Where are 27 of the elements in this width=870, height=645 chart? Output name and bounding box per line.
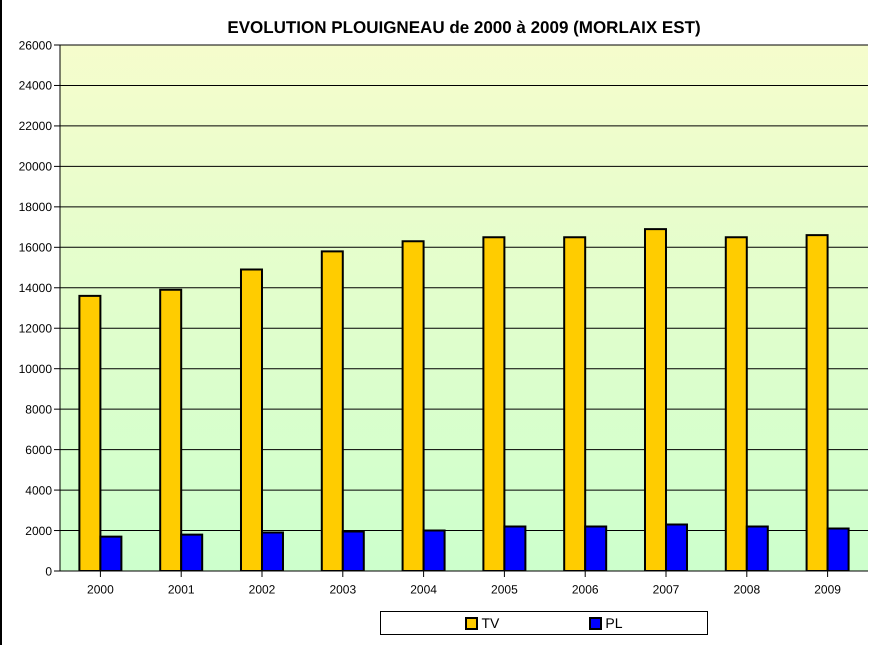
x-tick-label: 2007 <box>652 582 680 597</box>
x-tick-label: 2006 <box>572 582 599 597</box>
y-tick-label: 14000 <box>18 281 52 296</box>
y-tick-label: 24000 <box>18 78 52 93</box>
x-tick-label: 2004 <box>410 582 438 597</box>
y-tick-label: 18000 <box>18 200 52 214</box>
y-tick-label: 2000 <box>25 524 52 538</box>
y-tick-label: 26000 <box>18 38 52 52</box>
legend-label: TV <box>481 615 500 631</box>
y-tick-label: 4000 <box>25 483 52 498</box>
y-tick-label: 8000 <box>25 402 52 416</box>
x-tick-label: 2002 <box>248 582 276 597</box>
chart-title: EVOLUTION PLOUIGNEAU de 2000 à 2009 (MORLAIX EST) <box>226 18 702 38</box>
x-tick-label: 2005 <box>491 582 518 597</box>
y-tick-label: 22000 <box>18 119 52 134</box>
x-tick-label: 2003 <box>329 582 356 597</box>
x-tick-label: 2001 <box>168 582 195 597</box>
y-tick-label: 6000 <box>25 442 52 457</box>
y-tick-label: 0 <box>45 564 52 578</box>
y-tick-label: 20000 <box>18 160 52 174</box>
y-tick-label: 10000 <box>18 362 52 376</box>
x-tick-label: 2008 <box>733 582 760 597</box>
x-tick-label: 2000 <box>87 582 114 597</box>
y-tick-label: 12000 <box>18 321 52 336</box>
x-tick-label: 2009 <box>814 582 842 597</box>
legend-label: PL <box>605 615 622 631</box>
y-tick-label: 16000 <box>18 240 52 255</box>
